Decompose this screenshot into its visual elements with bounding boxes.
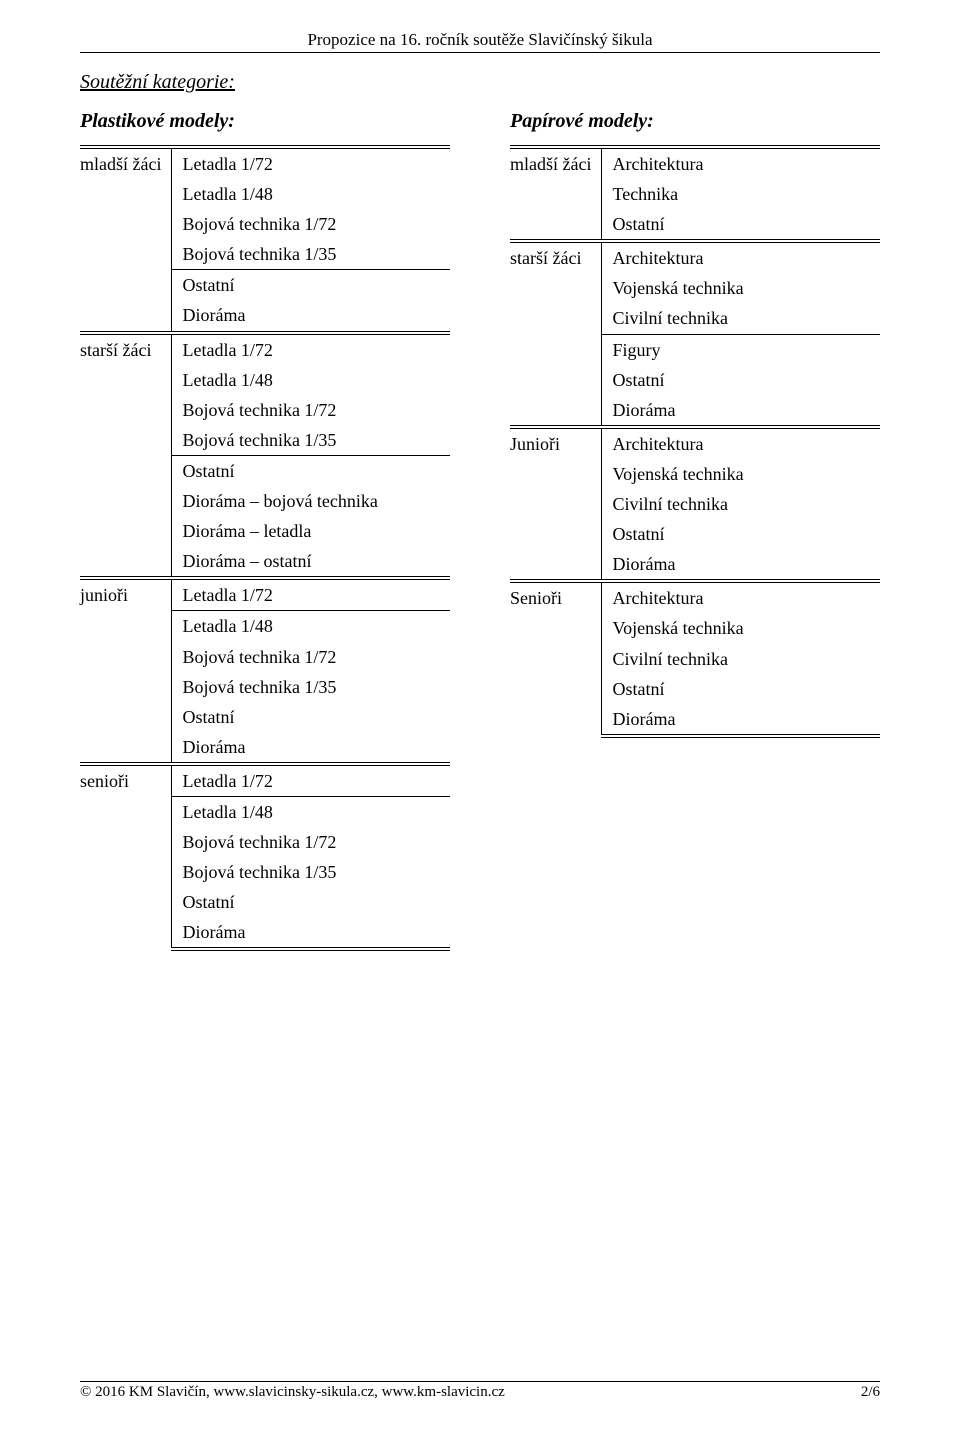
category-item: Civilní technika [602,489,880,519]
category-item: Bojová technika 1/35 [172,425,450,456]
category-item: Dioráma [172,300,450,332]
category-item: Ostatní [172,270,450,301]
category-item: Letadla 1/48 [172,796,450,827]
section-title: Soutěžní kategorie: [80,71,880,94]
category-item: Dioráma [172,732,450,764]
right-heading: Papírové modely: [510,110,880,133]
category-item: Civilní technika [602,644,880,674]
category-item: Ostatní [602,519,880,549]
category-item: Bojová technika 1/35 [172,857,450,887]
category-item: Bojová technika 1/72 [172,209,450,239]
category-label: Junioři [510,427,602,581]
category-item: Letadla 1/48 [172,179,450,209]
page-header: Propozice na 16. ročník soutěže Slavičín… [80,30,880,53]
category-item: Letadla 1/72 [172,764,450,797]
category-item: Architektura [602,147,880,179]
category-item: Dioráma [602,549,880,581]
footer-right: 2/6 [861,1384,880,1401]
footer-left: © 2016 KM Slavičín, www.slavicinsky-siku… [80,1384,505,1401]
category-label: mladší žáci [80,147,172,333]
category-item: Vojenská technika [602,613,880,643]
category-item: Dioráma [602,395,880,427]
category-label: mladší žáci [510,147,602,241]
category-item: Vojenská technika [602,273,880,303]
category-item: Ostatní [602,674,880,704]
category-item: Letadla 1/72 [172,578,450,611]
category-item: Bojová technika 1/72 [172,642,450,672]
category-item: Vojenská technika [602,459,880,489]
category-item: Bojová technika 1/35 [172,239,450,270]
left-heading: Plastikové modely: [80,110,450,133]
document-page: Propozice na 16. ročník soutěže Slavičín… [0,0,960,1431]
category-label: junioři [80,578,172,764]
right-column: Papírové modely: mladší žáciArchitektura… [510,110,880,951]
category-item: Dioráma – ostatní [172,546,450,578]
category-item: Technika [602,179,880,209]
category-item: Dioráma – bojová technika [172,486,450,516]
category-item: Letadla 1/48 [172,611,450,642]
category-item: Architektura [602,427,880,459]
category-label: starší žáci [80,333,172,579]
category-label: starší žáci [510,241,602,427]
category-item: Figury [602,334,880,365]
category-item: Bojová technika 1/72 [172,827,450,857]
category-item: Dioráma [602,704,880,736]
right-category-table: mladší žáciArchitekturaTechnikaOstatníst… [510,145,880,738]
category-item: Ostatní [172,887,450,917]
category-item: Civilní technika [602,303,880,334]
category-item: Letadla 1/72 [172,147,450,179]
left-category-table: mladší žáciLetadla 1/72Letadla 1/48Bojov… [80,145,450,951]
category-item: Ostatní [602,365,880,395]
category-item: Ostatní [602,209,880,241]
category-item: Dioráma – letadla [172,516,450,546]
category-item: Bojová technika 1/35 [172,672,450,702]
category-item: Letadla 1/72 [172,333,450,365]
category-item: Dioráma [172,917,450,949]
left-column: Plastikové modely: mladší žáciLetadla 1/… [80,110,450,951]
category-label: senioři [80,764,172,950]
category-item: Bojová technika 1/72 [172,395,450,425]
category-item: Ostatní [172,702,450,732]
category-item: Architektura [602,581,880,613]
category-item: Architektura [602,241,880,273]
page-footer: © 2016 KM Slavičín, www.slavicinsky-siku… [80,1381,880,1401]
category-item: Ostatní [172,455,450,486]
category-item: Letadla 1/48 [172,365,450,395]
columns-wrapper: Plastikové modely: mladší žáciLetadla 1/… [80,110,880,951]
category-label: Senioři [510,581,602,735]
